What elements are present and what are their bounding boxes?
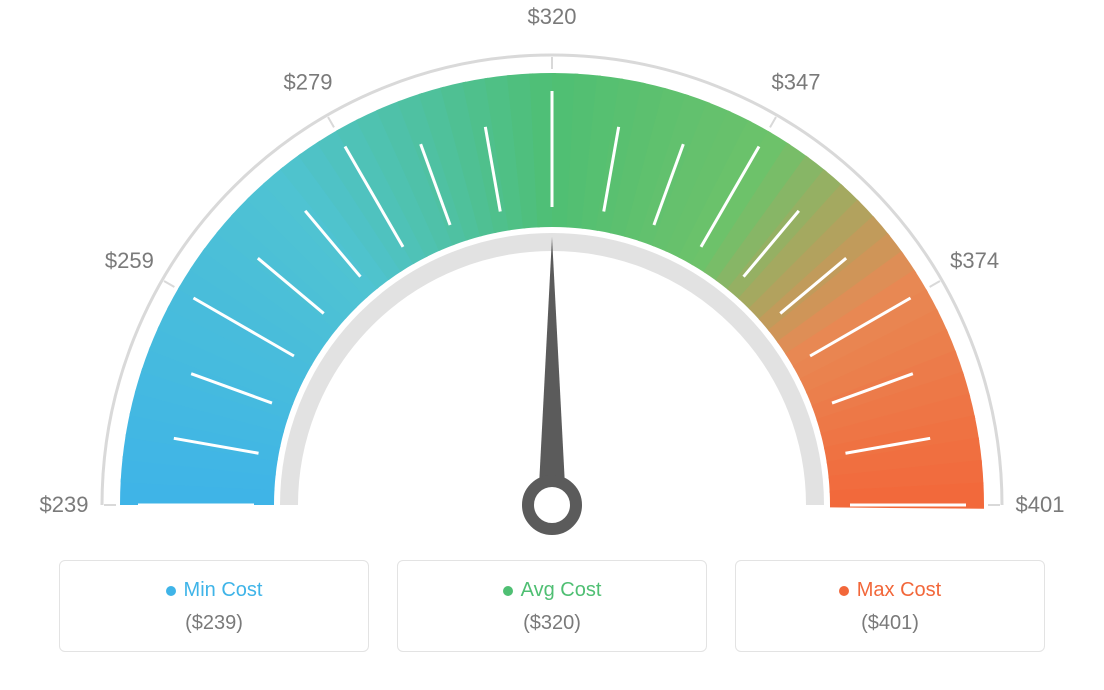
gauge-chart: $239 $259 $279 $320 $347 $374 $401: [0, 0, 1104, 560]
legend-title-max: Max Cost: [746, 579, 1034, 602]
gauge-tick-label: $239: [40, 492, 89, 517]
legend-card-max: Max Cost ($401): [735, 560, 1045, 652]
gauge-needle: [538, 237, 566, 505]
gauge-tick-label: $401: [1016, 492, 1065, 517]
legend-card-avg: Avg Cost ($320): [397, 560, 707, 652]
legend-label-max: Max Cost: [857, 579, 941, 602]
legend-dot-avg: [503, 586, 513, 596]
legend-card-min: Min Cost ($239): [59, 560, 369, 652]
legend-title-avg: Avg Cost: [408, 579, 696, 602]
legend-label-min: Min Cost: [184, 579, 263, 602]
legend-dot-max: [839, 586, 849, 596]
gauge-tick-label: $279: [284, 69, 333, 94]
legend-value-min: ($239): [70, 612, 358, 635]
gauge-tick-label: $347: [772, 69, 821, 94]
gauge-tick-label: $374: [950, 248, 999, 273]
gauge-tick-label: $259: [105, 248, 154, 273]
legend-row: Min Cost ($239) Avg Cost ($320) Max Cost…: [0, 560, 1104, 652]
gauge-outer-tick: [770, 117, 776, 127]
legend-value-avg: ($320): [408, 612, 696, 635]
gauge-tick-label: $320: [528, 4, 577, 29]
gauge-svg: $239 $259 $279 $320 $347 $374 $401: [0, 0, 1104, 560]
legend-label-avg: Avg Cost: [521, 579, 602, 602]
legend-title-min: Min Cost: [70, 579, 358, 602]
gauge-outer-tick: [164, 281, 174, 287]
legend-value-max: ($401): [746, 612, 1034, 635]
gauge-needle-hub: [528, 481, 576, 529]
legend-dot-min: [166, 586, 176, 596]
gauge-outer-tick: [328, 117, 334, 127]
gauge-outer-tick: [930, 281, 940, 287]
